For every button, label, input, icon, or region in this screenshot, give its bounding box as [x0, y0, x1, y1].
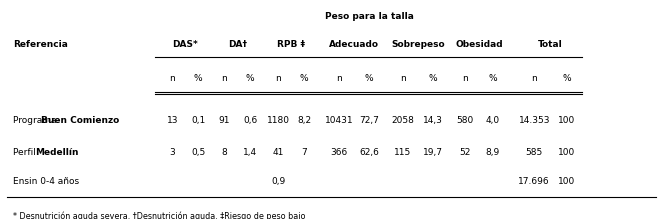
Text: 1,4: 1,4 [243, 148, 257, 157]
Text: 8,9: 8,9 [485, 148, 500, 157]
Text: n: n [170, 74, 175, 83]
Text: 1180: 1180 [267, 116, 290, 125]
Text: 8,2: 8,2 [297, 116, 311, 125]
Text: 72,7: 72,7 [359, 116, 379, 125]
Text: 0,1: 0,1 [191, 116, 206, 125]
Text: 2058: 2058 [392, 116, 414, 125]
Text: 366: 366 [331, 148, 348, 157]
Text: 19,7: 19,7 [423, 148, 443, 157]
Text: 41: 41 [272, 148, 284, 157]
Text: n: n [275, 74, 281, 83]
Text: 91: 91 [219, 116, 230, 125]
Text: Perfil: Perfil [13, 148, 39, 157]
Text: 100: 100 [558, 116, 575, 125]
Text: n: n [336, 74, 342, 83]
Text: %: % [194, 74, 203, 83]
Text: %: % [562, 74, 571, 83]
Text: n: n [221, 74, 227, 83]
Text: 4,0: 4,0 [485, 116, 500, 125]
Text: 3: 3 [170, 148, 175, 157]
Text: Adecuado: Adecuado [330, 40, 379, 49]
Text: * Desnutrición aguda severa. †Desnutrición aguda. ‡Riesgo de peso bajo: * Desnutrición aguda severa. †Desnutrici… [13, 212, 306, 219]
Text: Sobrepeso: Sobrepeso [391, 40, 445, 49]
Text: %: % [365, 74, 373, 83]
Text: Medellín: Medellín [35, 148, 78, 157]
Text: %: % [246, 74, 255, 83]
Text: 115: 115 [394, 148, 412, 157]
Text: Referencia: Referencia [13, 40, 68, 49]
Text: 580: 580 [457, 116, 474, 125]
Text: 13: 13 [166, 116, 178, 125]
Text: RPB ‡: RPB ‡ [277, 40, 305, 49]
Text: 7: 7 [302, 148, 307, 157]
Text: 14,3: 14,3 [423, 116, 443, 125]
Text: 585: 585 [526, 148, 543, 157]
Text: Ensin 0-4 años: Ensin 0-4 años [13, 177, 80, 186]
Text: Programa: Programa [13, 116, 60, 125]
Text: Peso para la talla: Peso para la talla [325, 12, 414, 21]
Text: Obesidad: Obesidad [455, 40, 503, 49]
Text: n: n [531, 74, 537, 83]
Text: 62,6: 62,6 [359, 148, 379, 157]
Text: 0,6: 0,6 [243, 116, 257, 125]
Text: Total: Total [538, 40, 563, 49]
Text: n: n [400, 74, 406, 83]
Text: 0,9: 0,9 [271, 177, 285, 186]
Text: Buen Comienzo: Buen Comienzo [41, 116, 119, 125]
Text: %: % [300, 74, 308, 83]
Text: DA†: DA† [228, 40, 247, 49]
Text: 17.696: 17.696 [518, 177, 550, 186]
Text: 52: 52 [459, 148, 471, 157]
Text: 14.353: 14.353 [518, 116, 550, 125]
Text: %: % [428, 74, 437, 83]
Text: 0,5: 0,5 [191, 148, 206, 157]
Text: 100: 100 [558, 148, 575, 157]
Text: %: % [489, 74, 497, 83]
Text: n: n [463, 74, 468, 83]
Text: 8: 8 [221, 148, 227, 157]
Text: 10431: 10431 [325, 116, 353, 125]
Text: 100: 100 [558, 177, 575, 186]
Text: DAS*: DAS* [172, 40, 198, 49]
